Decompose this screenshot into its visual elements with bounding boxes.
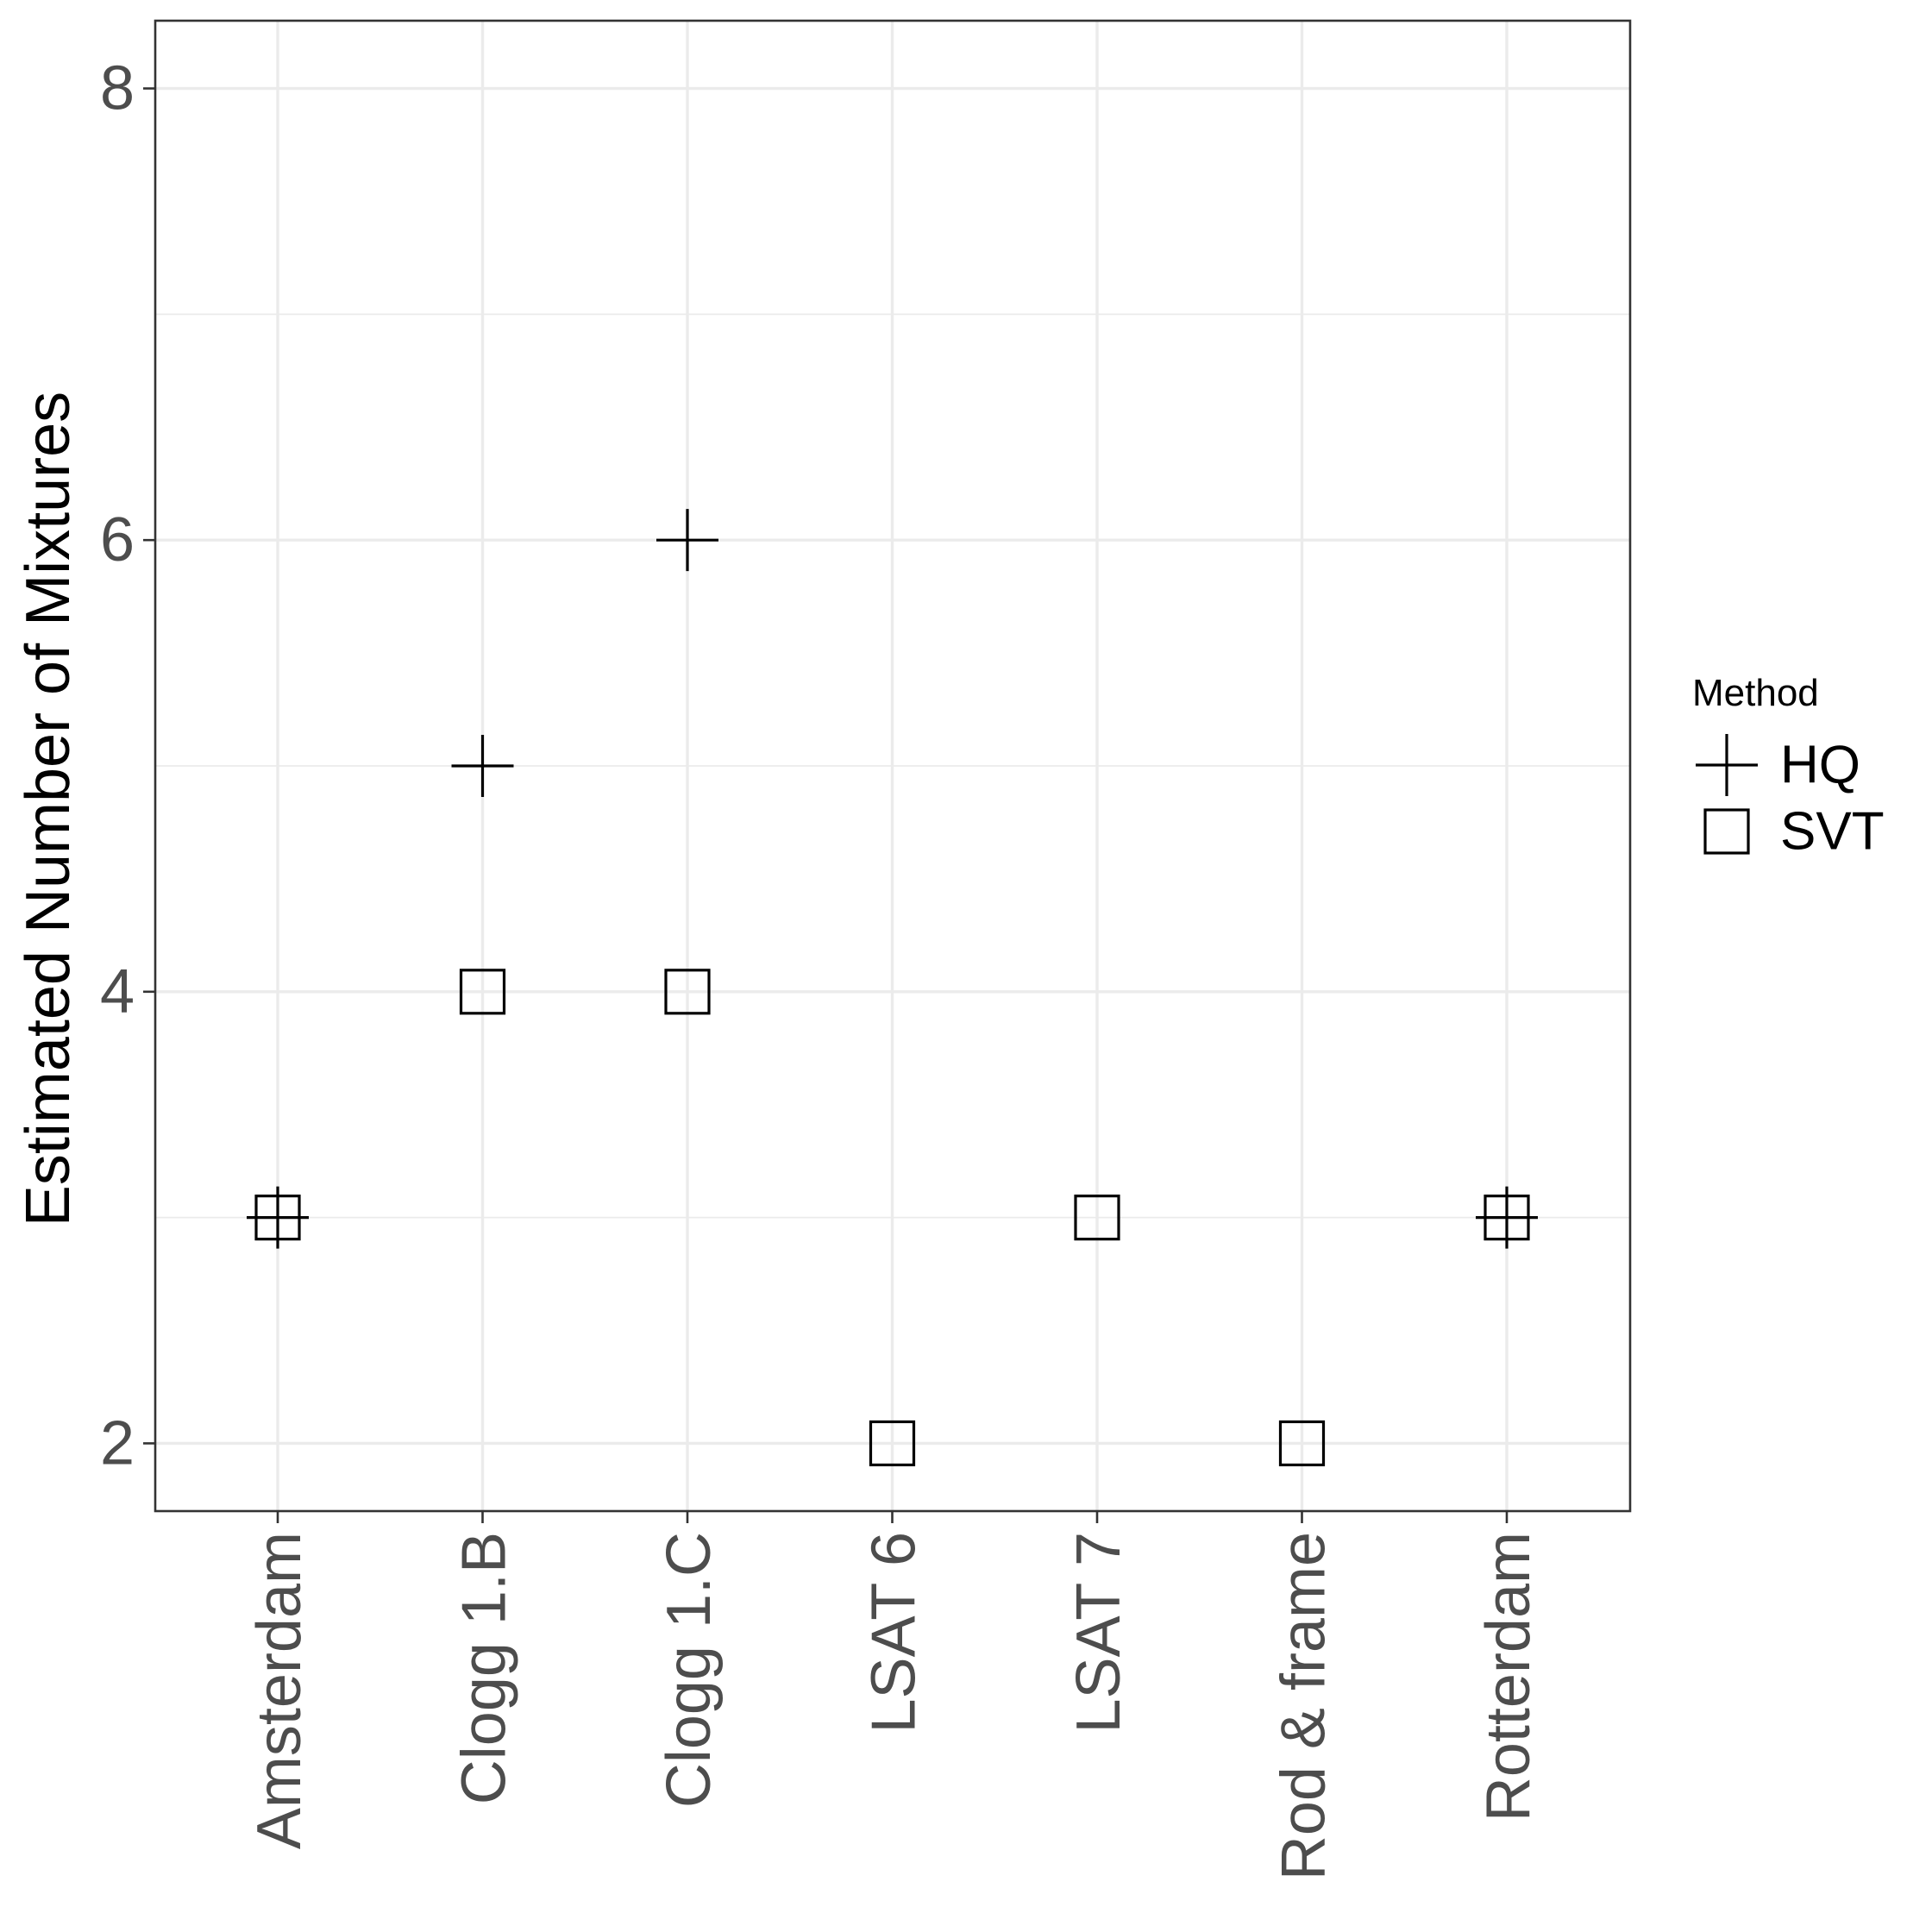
- data-point-svt: [1074, 1195, 1120, 1241]
- data-point-hq: [656, 509, 718, 572]
- x-tick-label: Clogg 1.C: [655, 1532, 724, 1808]
- data-point-hq: [451, 735, 514, 797]
- chart-marks: [247, 509, 1538, 1467]
- y-tick-label: 6: [100, 505, 135, 574]
- grid-lines: [155, 21, 1630, 1511]
- data-point-svt: [664, 969, 711, 1015]
- data-point-svt: [1278, 1420, 1326, 1467]
- y-tick-label: 8: [100, 54, 135, 123]
- x-tick-label: LSAT 7: [1064, 1532, 1133, 1733]
- legend-key-hq: [1696, 734, 1758, 796]
- x-tick-label: LSAT 6: [860, 1532, 929, 1733]
- x-axis: Amsterdam Clogg 1.B Clogg 1.C LSAT 6 LSAT 7 R…: [245, 1511, 1543, 1880]
- data-point-svt: [1484, 1195, 1530, 1241]
- data-point-svt: [869, 1420, 916, 1467]
- y-axis: 2 4 6 8: [100, 54, 155, 1477]
- x-tick-label: Rod & frame: [1270, 1532, 1339, 1880]
- legend-label-svt: SVT: [1780, 802, 1885, 862]
- legend-label-hq: HQ: [1780, 736, 1860, 795]
- legend-title: Method: [1692, 672, 1819, 714]
- y-axis-title: Estimated Number of Mixtures: [14, 392, 83, 1226]
- legend-key-svt: [1703, 808, 1750, 855]
- x-tick-label: Clogg 1.B: [450, 1532, 519, 1804]
- y-tick-label: 4: [100, 957, 135, 1026]
- data-point-svt: [459, 969, 506, 1015]
- data-point-svt: [254, 1195, 301, 1241]
- y-tick-label: 2: [100, 1408, 135, 1477]
- x-tick-label: Rotterdam: [1474, 1532, 1543, 1822]
- x-tick-label: Amsterdam: [245, 1532, 314, 1849]
- legend: Method HQ SVT: [1692, 672, 1885, 862]
